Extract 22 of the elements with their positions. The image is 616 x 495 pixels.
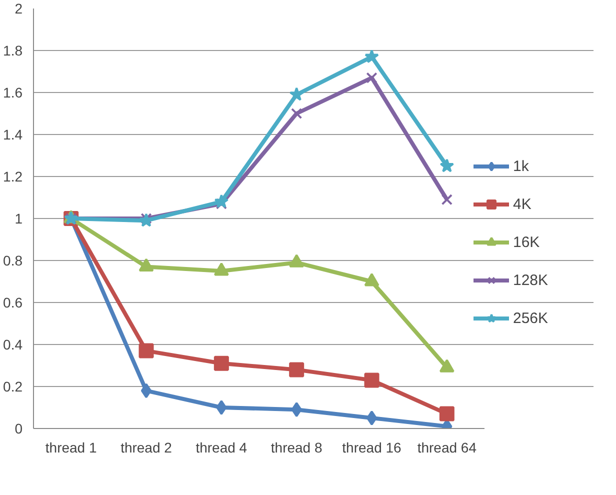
y-tick-label: 0.8 — [3, 252, 23, 268]
legend-label: 128K — [513, 272, 550, 288]
legend-label: 16K — [513, 234, 541, 250]
legend-label: 4K — [513, 196, 532, 212]
x-tick-label: thread 8 — [270, 440, 322, 456]
y-tick-label: 1.8 — [3, 42, 23, 58]
x-tick-label: thread 2 — [120, 440, 172, 456]
y-tick-label: 0.2 — [3, 378, 23, 394]
y-tick-label: 0 — [14, 420, 23, 436]
x-tick-label: thread 1 — [45, 440, 97, 456]
x-tick-label: thread 4 — [196, 440, 248, 456]
legend-label: 1k — [513, 158, 530, 174]
x-tick-label: thread 16 — [342, 440, 402, 456]
y-tick-label: 1 — [14, 210, 23, 226]
legend-label: 256K — [513, 310, 550, 326]
x-tick-label: thread 64 — [417, 440, 477, 456]
y-tick-label: 1.4 — [3, 126, 23, 142]
y-tick-label: 1.2 — [3, 168, 23, 184]
y-tick-label: 0.4 — [3, 336, 23, 352]
y-tick-label: 0.6 — [3, 294, 23, 310]
y-tick-label: 1.6 — [3, 84, 23, 100]
y-tick-label: 2 — [14, 0, 23, 16]
